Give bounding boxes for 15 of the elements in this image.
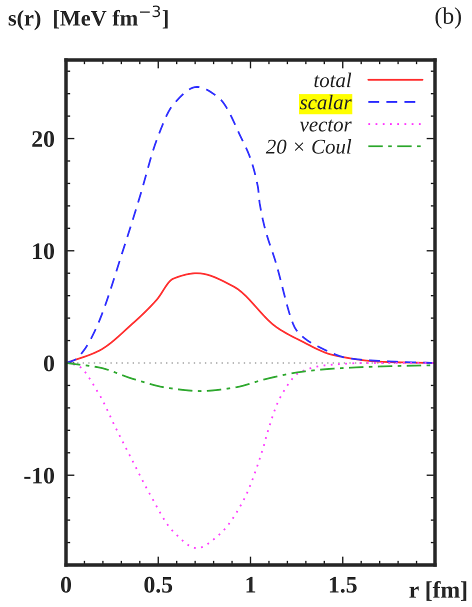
x-axis-title: r [fm] — [409, 581, 466, 601]
y-tick-label: 10 — [33, 243, 54, 260]
y-tick-label: 0 — [44, 355, 54, 372]
legend-label: scalar — [300, 94, 352, 110]
x-tick-label: 0.5 — [144, 576, 172, 593]
x-tick-label: 1.5 — [330, 576, 357, 593]
x-tick-label: 0 — [60, 576, 72, 593]
x-tick-label: 1 — [246, 576, 256, 592]
y-axis-title: s(r) [MeV fm$^{−3}$] — [8, 5, 168, 30]
y-tick-label: 20 — [32, 131, 54, 147]
legend-label: total — [314, 72, 352, 88]
legend-label: vector — [300, 120, 352, 132]
legend-label: 20 × Coul — [266, 139, 352, 154]
text: (b) — [436, 7, 461, 29]
y-tick-label: -10 — [24, 468, 54, 484]
